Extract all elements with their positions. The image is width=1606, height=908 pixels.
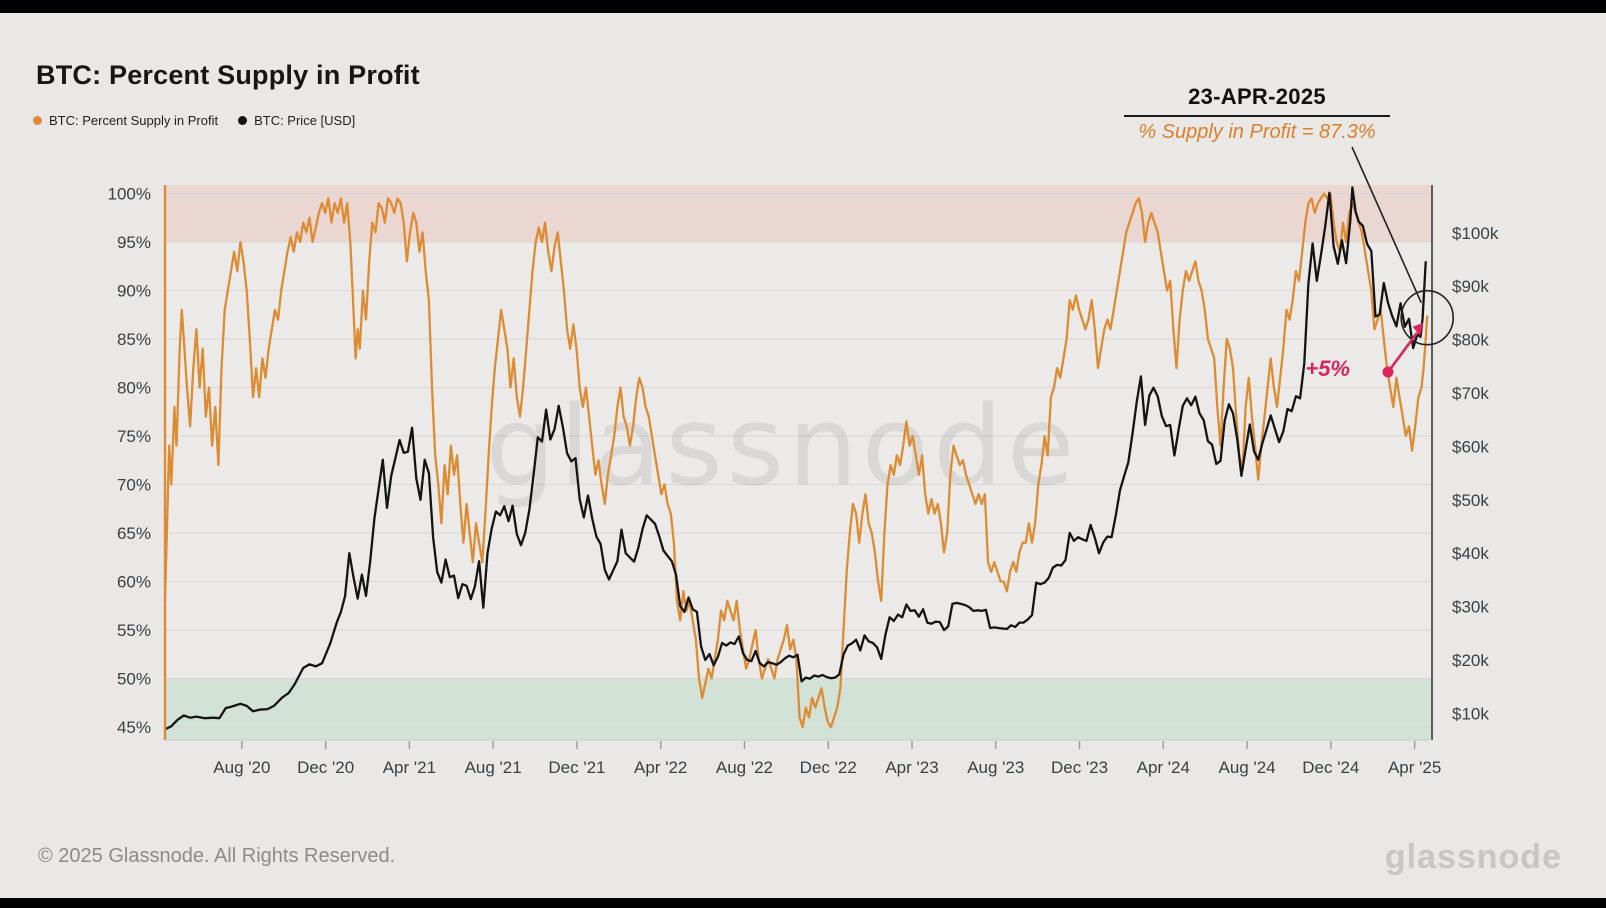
x-axis-tick-label: Dec '24	[1302, 758, 1359, 777]
callout-pointer-line	[1351, 146, 1422, 304]
percent-supply-series[interactable]	[163, 192, 1429, 729]
x-axis-tick-label: Aug '24	[1219, 758, 1276, 777]
x-axis-tick-label: Apr '25	[1388, 758, 1441, 777]
y-left-tick-label: 45%	[117, 718, 151, 737]
y-right-tick-label: $60k	[1452, 437, 1489, 456]
x-axis-tick-label: Dec '20	[297, 758, 354, 777]
callout-value-label: % Supply in Profit = 87.3%	[1138, 121, 1376, 143]
x-axis-tick-label: Aug '21	[465, 758, 522, 777]
x-axis-tick-label: Dec '22	[800, 758, 857, 777]
x-axis-tick-label: Aug '22	[716, 758, 773, 777]
y-left-tick-label: 75%	[117, 427, 151, 446]
y-right-tick-label: $100k	[1452, 224, 1499, 243]
x-axis-tick-label: Apr '24	[1137, 758, 1190, 777]
date-callout: 23-APR-2025 % Supply in Profit = 87.3%	[1124, 84, 1390, 144]
callout-date-label: 23-APR-2025	[1124, 84, 1390, 117]
y-left-tick-label: 50%	[117, 670, 151, 689]
legend-dot-icon	[238, 116, 248, 125]
plot-area[interactable]	[165, 185, 1432, 740]
legend-item-supply-in-profit[interactable]: BTC: Percent Supply in Profit	[33, 113, 218, 128]
y-right-tick-label: $10k	[1452, 704, 1489, 723]
y-right-tick-label: $80k	[1452, 331, 1489, 350]
change-arrowhead-icon	[1412, 322, 1424, 336]
y-right-tick-label: $20k	[1452, 651, 1489, 670]
x-axis-tick-label: Aug '20	[213, 758, 270, 777]
legend-label: BTC: Price [USD]	[254, 113, 356, 128]
y-right-tick-label: $90k	[1452, 277, 1489, 296]
y-left-tick-label: 60%	[117, 573, 151, 592]
x-axis-tick-label: Aug '23	[967, 758, 1024, 777]
price-series[interactable]	[163, 186, 1427, 731]
x-axis-tick-label: Apr '22	[634, 758, 687, 777]
legend-label: BTC: Percent Supply in Profit	[49, 113, 219, 128]
y-right-tick-label: $50k	[1452, 491, 1489, 510]
change-arrow-line	[1386, 331, 1419, 373]
top-black-bar	[0, 0, 1606, 13]
y-right-tick-label: $70k	[1452, 384, 1489, 403]
x-axis-tick-label: Apr '23	[885, 758, 938, 777]
glassnode-logo: glassnode	[1384, 838, 1562, 876]
y-left-tick-label: 85%	[117, 330, 151, 349]
bottom-black-bar	[0, 898, 1606, 908]
y-left-tick-label: 100%	[108, 185, 151, 204]
footer-copyright: © 2025 Glassnode. All Rights Reserved.	[38, 845, 396, 867]
x-axis-tick-label: Dec '21	[548, 758, 605, 777]
page-title: BTC: Percent Supply in Profit	[36, 60, 420, 91]
y-right-tick-label: $40k	[1452, 544, 1489, 563]
y-left-tick-label: 80%	[117, 379, 151, 398]
y-left-tick-label: 65%	[117, 524, 151, 543]
x-axis-tick-label: Dec '23	[1051, 758, 1108, 777]
watermark: glassnode	[486, 382, 1079, 510]
y-right-tick-label: $30k	[1452, 598, 1489, 617]
y-left-tick-label: 95%	[117, 233, 151, 252]
x-axis-tick-label: Apr '21	[383, 758, 436, 777]
legend-item-price[interactable]: BTC: Price [USD]	[238, 113, 355, 128]
chart-legend: BTC: Percent Supply in Profit BTC: Price…	[33, 113, 355, 128]
change-percent-label: +5%	[1305, 356, 1350, 381]
highlight-circle	[1400, 289, 1454, 346]
y-left-tick-label: 55%	[117, 621, 151, 640]
y-left-tick-label: 70%	[117, 476, 151, 495]
legend-dot-icon	[33, 116, 42, 125]
y-left-tick-label: 90%	[117, 282, 151, 301]
